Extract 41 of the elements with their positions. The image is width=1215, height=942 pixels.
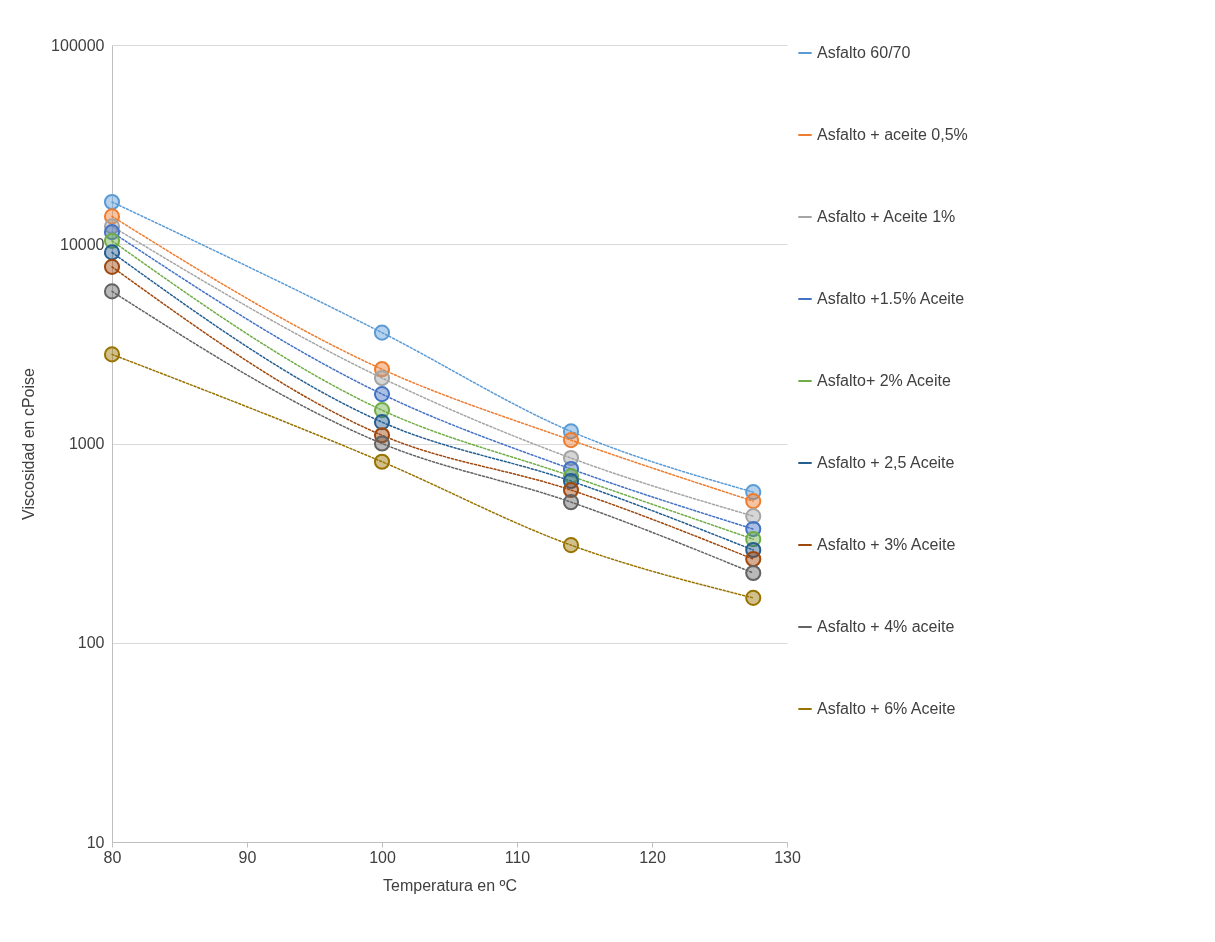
point	[373, 435, 391, 452]
point	[373, 324, 391, 341]
y-axis-title: Viscosidad en cPoise	[20, 368, 38, 520]
point	[103, 346, 121, 363]
point	[745, 589, 762, 606]
legend-label: Asfalto + 6% Aceite	[817, 700, 956, 717]
point	[373, 386, 391, 403]
legend-label: Asfalto +1.5% Aceite	[817, 290, 965, 307]
legend-label: Asfalto + 4% aceite	[817, 618, 955, 635]
x-tick-label: 90	[238, 848, 257, 866]
x-tick-label: 80	[103, 848, 122, 866]
y-tick-label: 10000	[60, 235, 105, 253]
point	[745, 551, 762, 568]
point	[103, 193, 121, 211]
point	[373, 414, 391, 431]
point	[745, 493, 762, 510]
legend-label: Asfalto+ 2% Aceite	[817, 372, 951, 389]
x-tick-label: 100	[369, 848, 396, 866]
y-tick-label: 100000	[51, 36, 105, 54]
legend-label: Asfalto + 3% Aceite	[817, 536, 956, 553]
point	[103, 283, 121, 300]
point	[745, 508, 762, 525]
y-tick-label: 100	[77, 634, 105, 652]
x-tick-label: 120	[639, 848, 666, 866]
y-tick-label: 1000	[68, 435, 105, 452]
x-tick-label: 130	[774, 848, 801, 866]
legend-label: Asfalto 60/70	[817, 44, 911, 61]
x-tick-label: 110	[504, 848, 531, 866]
point	[562, 537, 580, 554]
point	[103, 258, 121, 275]
point	[562, 432, 580, 449]
point	[373, 370, 391, 387]
point	[103, 244, 121, 261]
y-tick-label: 10	[86, 833, 105, 851]
x-axis-title: Temperatura en ºC	[383, 876, 517, 894]
legend-label: Asfalto + Aceite 1%	[817, 208, 956, 225]
legend-label: Asfalto + aceite 0,5%	[817, 126, 968, 143]
legend-label: Asfalto + 2,5 Aceite	[817, 454, 955, 471]
point	[745, 564, 762, 582]
point	[373, 453, 391, 470]
point	[562, 494, 580, 511]
